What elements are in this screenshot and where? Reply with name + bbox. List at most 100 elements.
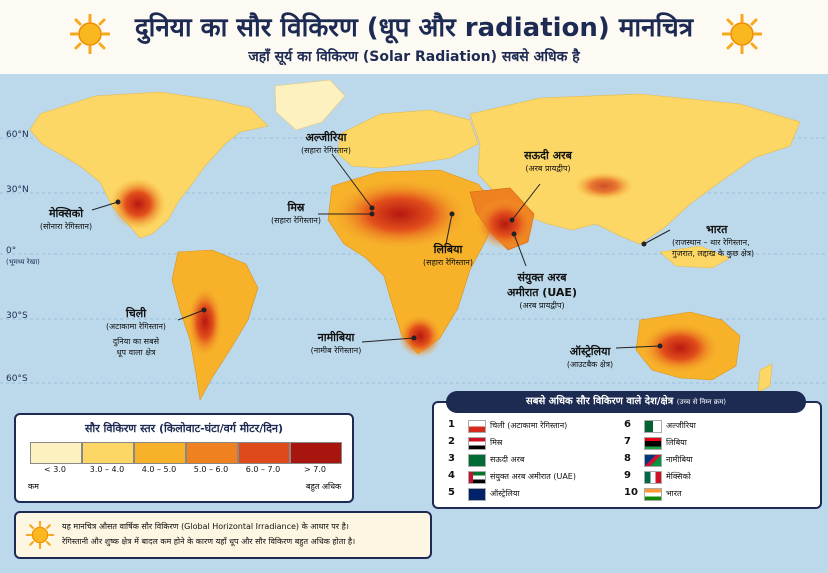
europe (337, 109, 479, 169)
header: दुनिया का सौर विकिरण (धूप और radiation) … (0, 0, 828, 74)
label-saudi-sub: (अरब प्रायद्वीप) (525, 164, 571, 173)
ranking-name: चिली (अटाकामा रेगिस्तान) (490, 421, 568, 430)
sun-icon (26, 521, 54, 549)
north-america (29, 91, 269, 239)
algeria-flag-icon (644, 420, 662, 433)
legend-swatch-3 (134, 442, 186, 464)
namibia-flag-icon (644, 454, 662, 467)
ranking-num: 10 (624, 487, 638, 498)
new-zealand (757, 363, 773, 393)
ranking-panel: सबसे अधिक सौर विकिरण वाले देश/क्षेत्र (उ… (432, 391, 822, 509)
label-uae: संयुक्त अरब अमीरात (UAE) (अरब प्रायद्वीप… (500, 270, 584, 311)
india-flag-icon (644, 488, 662, 501)
label-namibia-name: नामीबिया (317, 331, 355, 344)
label-chile-sub: (अटाकामा रेगिस्तान) (105, 322, 167, 331)
ranking-num: 9 (624, 470, 631, 481)
footnote-line-2: रेगिस्तानी और शुष्क क्षेत्र में बादल कम … (62, 537, 356, 546)
legend-label-5: 6.0 – 7.0 (245, 465, 281, 474)
legend-label-3: 4.0 – 5.0 (141, 465, 177, 474)
legend-swatch-5 (238, 442, 290, 464)
label-egypt: मिस्र (सहारा रेगिस्तान) (256, 200, 336, 226)
ranking-item: 8 नामीबिया (624, 453, 804, 467)
lat-label-60n: 60°N (6, 130, 29, 140)
label-chile-name: चिली (125, 307, 147, 320)
lat-label-60s: 60°S (6, 374, 28, 384)
hotspot-namibia (398, 314, 442, 358)
label-australia: ऑस्ट्रेलिया (आउटबैक क्षेत्र) (548, 344, 632, 370)
ranking-name: सऊदी अरब (490, 455, 525, 464)
ranking-item: 9 मेक्सिको (624, 470, 804, 484)
ranking-num: 2 (448, 436, 455, 447)
label-libya-name: लिबिया (433, 243, 463, 256)
ranking-item: 10 भारत (624, 487, 804, 501)
legend-swatch-1 (30, 442, 82, 464)
lat-label-equator: 0° (6, 246, 17, 256)
hotspot-chile (187, 286, 223, 358)
ranking-name: भारत (666, 489, 682, 498)
hotspot-tibet (574, 172, 634, 200)
chile-flag-icon (468, 420, 486, 433)
label-namibia: नामीबिया (नामीब रेगिस्तान) (296, 330, 376, 356)
label-india-name: भारत (706, 223, 728, 236)
ranking-name: लिबिया (666, 438, 687, 447)
ranking-num: 3 (448, 453, 455, 464)
ranking-item: 6 अल्जीरिया (624, 419, 804, 433)
label-saudi: सऊदी अरब (अरब प्रायद्वीप) (508, 148, 588, 174)
hotspot-mexico (110, 178, 166, 230)
ranking-name: नामीबिया (666, 455, 693, 464)
saudi-flag-icon (468, 454, 486, 467)
ranking-title: सबसे अधिक सौर विकिरण वाले देश/क्षेत्र (उ… (446, 391, 806, 413)
label-namibia-sub: (नामीब रेगिस्तान) (310, 346, 362, 355)
label-libya: लिबिया (सहारा रेगिस्तान) (408, 242, 488, 268)
ranking-item: 2 मिस्र (448, 436, 628, 450)
ranking-item: 3 सऊदी अरब (448, 453, 628, 467)
label-saudi-name: सऊदी अरब (524, 149, 572, 162)
legend-title: सौर विकिरण स्तर (किलोवाट-घंटा/वर्ग मीटर/… (84, 422, 284, 435)
legend-swatch-4 (186, 442, 238, 464)
label-egypt-sub: (सहारा रेगिस्तान) (271, 216, 321, 225)
sun-icon-left (70, 14, 110, 54)
hotspot-sahara (330, 178, 470, 250)
label-algeria-sub: (सहारा रेगिस्तान) (301, 146, 351, 155)
label-india: भारत (राजस्थान – थार रेगिस्तान, गुजरात, … (672, 222, 772, 259)
label-mexico: मेक्सिको (सोनारा रेगिस्तान) (26, 206, 106, 232)
legend-low: कम (28, 482, 39, 491)
ranking-name: ऑस्ट्रेलिया (490, 489, 520, 498)
greenland (274, 79, 346, 131)
legend-high: बहुत अधिक (306, 482, 342, 491)
page-subtitle: जहाँ सूर्य का विकिरण (Solar Radiation) स… (248, 49, 580, 65)
label-india-sub: (राजस्थान – थार रेगिस्तान, (672, 238, 750, 247)
legend-label-4: 5.0 – 6.0 (193, 465, 229, 474)
ranking-name: संयुक्त अरब अमीरात (UAE) (490, 472, 576, 481)
label-uae-sub: (अरब प्रायद्वीप) (519, 301, 565, 310)
footnote-text: यह मानचित्र औसत वार्षिक सौर विकिरण (Glob… (62, 519, 426, 549)
ranking-num: 4 (448, 470, 455, 481)
leader-lines (91, 153, 671, 349)
radiation-legend: सौर विकिरण स्तर (किलोवाट-घंटा/वर्ग मीटर/… (14, 413, 354, 503)
label-egypt-name: मिस्र (287, 201, 305, 214)
lat-label-equator-note: (भूमध्य रेखा) (6, 258, 40, 266)
label-uae-name2: अमीरात (UAE) (507, 286, 577, 299)
hotspot-australia (640, 322, 720, 374)
ranking-item: 7 लिबिया (624, 436, 804, 450)
label-chile: चिली (अटाकामा रेगिस्तान) दुनिया का सबसे … (88, 306, 184, 358)
label-mexico-sub: (सोनारा रेगिस्तान) (39, 222, 93, 231)
label-australia-name: ऑस्ट्रेलिया (569, 345, 611, 358)
ranking-num: 5 (448, 487, 455, 498)
label-mexico-name: मेक्सिको (48, 207, 84, 220)
ranking-num: 6 (624, 419, 631, 430)
ranking-title-note: (उच्च से निम्न क्रम) (676, 398, 727, 406)
ranking-name: अल्जीरिया (666, 421, 696, 430)
egypt-flag-icon (468, 437, 486, 450)
legend-label-1: < 3.0 (44, 465, 66, 474)
label-india-sub2: गुजरात, लद्दाख के कुछ क्षेत्र) (672, 249, 755, 258)
libya-flag-icon (644, 437, 662, 450)
legend-swatch-2 (82, 442, 134, 464)
ranking-item: 5 ऑस्ट्रेलिया (448, 487, 628, 501)
hotspot-arabia (475, 198, 535, 250)
label-chile-sub2: दुनिया का सबसे (112, 337, 160, 346)
label-algeria-name: अल्जीरिया (305, 131, 347, 144)
australia-flag-icon (468, 488, 486, 501)
mexico-flag-icon (644, 471, 662, 484)
footnote-box: यह मानचित्र औसत वार्षिक सौर विकिरण (Glob… (14, 511, 432, 559)
